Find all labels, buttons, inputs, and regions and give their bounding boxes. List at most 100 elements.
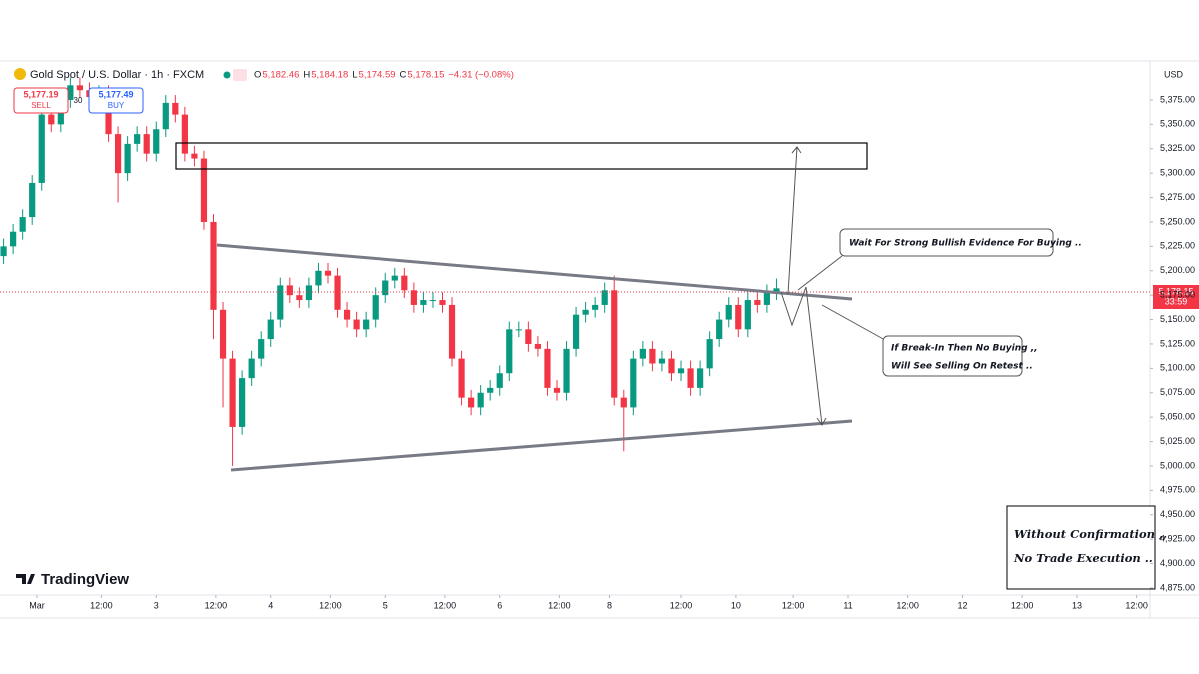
candle-body xyxy=(248,358,255,379)
y-tick-label: 5,125.00 xyxy=(1160,338,1195,348)
ohlc-label: O xyxy=(254,70,261,81)
annotation: Will See Selling On Retest .. xyxy=(891,362,1033,372)
candle-body xyxy=(544,348,551,388)
x-tick-label: 11 xyxy=(843,600,852,610)
candle-body xyxy=(391,275,398,281)
change: −4.31 (−0.08%) xyxy=(448,70,514,81)
candle-body xyxy=(363,319,370,330)
resistance-zone xyxy=(175,142,868,170)
candle-body xyxy=(439,300,446,305)
candle-body xyxy=(305,285,313,301)
y-tick-label: 5,350.00 xyxy=(1160,119,1195,129)
y-tick-label: 5,075.00 xyxy=(1160,387,1195,397)
ohlc-value: 5,184.18 xyxy=(311,70,348,81)
y-tick-label: 4,975.00 xyxy=(1160,485,1195,495)
candle-body xyxy=(563,348,570,393)
x-tick-label: Mar xyxy=(29,600,45,610)
candle-body xyxy=(611,290,618,398)
sell-button[interactable] xyxy=(13,87,69,114)
candle-body xyxy=(677,368,685,374)
candle-body xyxy=(487,387,494,393)
spread: 30 xyxy=(74,96,83,105)
y-tick-label: 4,925.00 xyxy=(1160,534,1195,544)
y-tick-label: 5,000.00 xyxy=(1160,460,1195,470)
candle-body xyxy=(153,129,160,154)
bearish-arrow xyxy=(780,286,827,426)
candle-body xyxy=(267,319,274,340)
ohlc-value: 5,174.59 xyxy=(359,70,396,81)
y-tick-label: 4,900.00 xyxy=(1160,558,1195,568)
axes: 4,875.00 4,900.00 4,925.00 4,950.00 4,975.00… xyxy=(29,94,1195,610)
y-tick-label: 5,050.00 xyxy=(1160,412,1195,422)
candle-body xyxy=(725,304,732,320)
y-tick-label: 5,275.00 xyxy=(1160,192,1195,202)
candle-body xyxy=(334,275,341,310)
candle-body xyxy=(458,358,465,398)
candle-body xyxy=(477,392,484,408)
buy-price: 5,177.49 xyxy=(98,89,133,99)
candle-body xyxy=(10,231,17,247)
candle-body xyxy=(658,358,666,364)
candle-body xyxy=(172,102,179,115)
candle-body xyxy=(506,329,513,374)
x-tick-label: 12 xyxy=(957,600,967,610)
candle-body xyxy=(429,300,437,302)
candle-body xyxy=(105,93,112,135)
bullish-arrow xyxy=(787,146,802,295)
candle-body xyxy=(582,309,589,315)
candle-body xyxy=(468,397,475,408)
x-tick-label: 12:00 xyxy=(782,600,805,610)
annotation: Wait For Strong Bullish Evidence For Buy… xyxy=(849,239,1082,249)
buy-label: BUY xyxy=(108,101,125,110)
x-tick-label: 10 xyxy=(731,600,741,610)
x-tick-label: 12:00 xyxy=(319,600,342,610)
candle-body xyxy=(410,290,417,305)
y-tick-label: 5,375.00 xyxy=(1160,94,1195,104)
x-tick-label: 12:00 xyxy=(1011,600,1034,610)
ohlc-label: L xyxy=(352,70,357,81)
candle-body xyxy=(315,270,322,286)
x-tick-label: 12:00 xyxy=(205,600,228,610)
candle-body xyxy=(38,114,45,183)
y-tick-label: 5,200.00 xyxy=(1160,265,1195,275)
drawings xyxy=(175,142,1156,590)
symbol-title: Gold Spot / U.S. Dollar · 1h · FXCM xyxy=(30,69,204,81)
candle-body xyxy=(219,309,227,359)
candle-body xyxy=(162,102,169,130)
candle-body xyxy=(29,182,36,218)
brand: TradingView xyxy=(41,571,129,588)
candle-body xyxy=(534,343,542,349)
candle-body xyxy=(277,285,284,320)
candle-body xyxy=(525,329,532,344)
candle-body xyxy=(296,295,303,301)
brand-logo xyxy=(16,574,35,584)
ohlc-label: H xyxy=(303,70,310,81)
y-tick-label: 5,100.00 xyxy=(1160,363,1195,373)
note-box-2 xyxy=(882,335,1023,377)
candle-body xyxy=(0,246,7,257)
candle-body xyxy=(343,309,351,320)
candle-body xyxy=(191,153,198,159)
candle-body xyxy=(735,304,742,330)
buy-button[interactable] xyxy=(88,87,144,114)
y-tick-label: 4,950.00 xyxy=(1160,509,1195,519)
ohlc-label: C xyxy=(400,70,407,81)
ohlc-header: O 5,182.46 H 5,184.18 L 5,174.59 C 5,178.15 −4.3… xyxy=(254,70,514,81)
candle-body xyxy=(239,378,246,427)
candle-body xyxy=(353,319,360,330)
x-tick-label: 12:00 xyxy=(434,600,457,610)
candle-body xyxy=(572,314,580,349)
y-tick-label: 4,875.00 xyxy=(1160,582,1195,592)
lower-trendline xyxy=(230,419,853,472)
x-tick-label: 3 xyxy=(154,600,159,610)
candle-body xyxy=(763,292,771,305)
status-dot xyxy=(223,71,231,79)
x-tick-label: 12:00 xyxy=(90,600,113,610)
candle-body xyxy=(496,373,503,388)
y-tick-label: 5,150.00 xyxy=(1160,314,1195,324)
candle-body xyxy=(515,329,522,331)
candle-body xyxy=(258,339,265,359)
annotation: Without Confirmation ,, xyxy=(1014,527,1167,541)
y-tick-label: 5,025.00 xyxy=(1160,436,1195,446)
x-tick-label: 12:00 xyxy=(548,600,571,610)
